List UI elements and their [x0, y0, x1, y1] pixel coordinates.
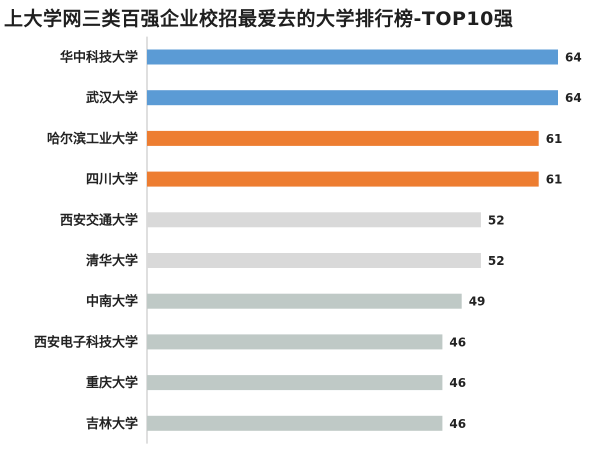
value-label: 52 [488, 213, 505, 227]
category-label: 重庆大学 [86, 375, 138, 391]
category-label: 清华大学 [86, 253, 138, 269]
value-label: 64 [565, 91, 582, 105]
value-label: 46 [449, 335, 466, 349]
category-label: 西安电子科技大学 [34, 334, 138, 350]
value-label: 46 [449, 417, 466, 431]
chart-title: 上大学网三类百强企业校招最爱去的大学排行榜-TOP10强 [4, 8, 514, 30]
bar [147, 334, 443, 350]
category-label: 华中科技大学 [60, 50, 138, 66]
category-label: 西安交通大学 [60, 212, 138, 228]
bar [147, 171, 539, 187]
bar [147, 49, 558, 65]
value-label: 64 [565, 51, 582, 65]
bar [147, 130, 539, 146]
value-label: 61 [546, 132, 563, 146]
value-label: 52 [488, 254, 505, 268]
bar [147, 293, 462, 309]
category-label: 中南大学 [86, 294, 138, 310]
bar [147, 253, 481, 268]
bar [147, 90, 558, 106]
bar [147, 415, 443, 431]
category-label: 四川大学 [86, 172, 138, 188]
bar [147, 212, 481, 228]
category-label: 武汉大学 [86, 90, 138, 106]
category-label: 哈尔滨工业大学 [47, 131, 138, 147]
value-label: 61 [546, 173, 563, 187]
value-label: 46 [449, 376, 466, 390]
category-label: 吉林大学 [86, 416, 138, 432]
value-label: 49 [469, 295, 486, 309]
bar [147, 375, 443, 391]
